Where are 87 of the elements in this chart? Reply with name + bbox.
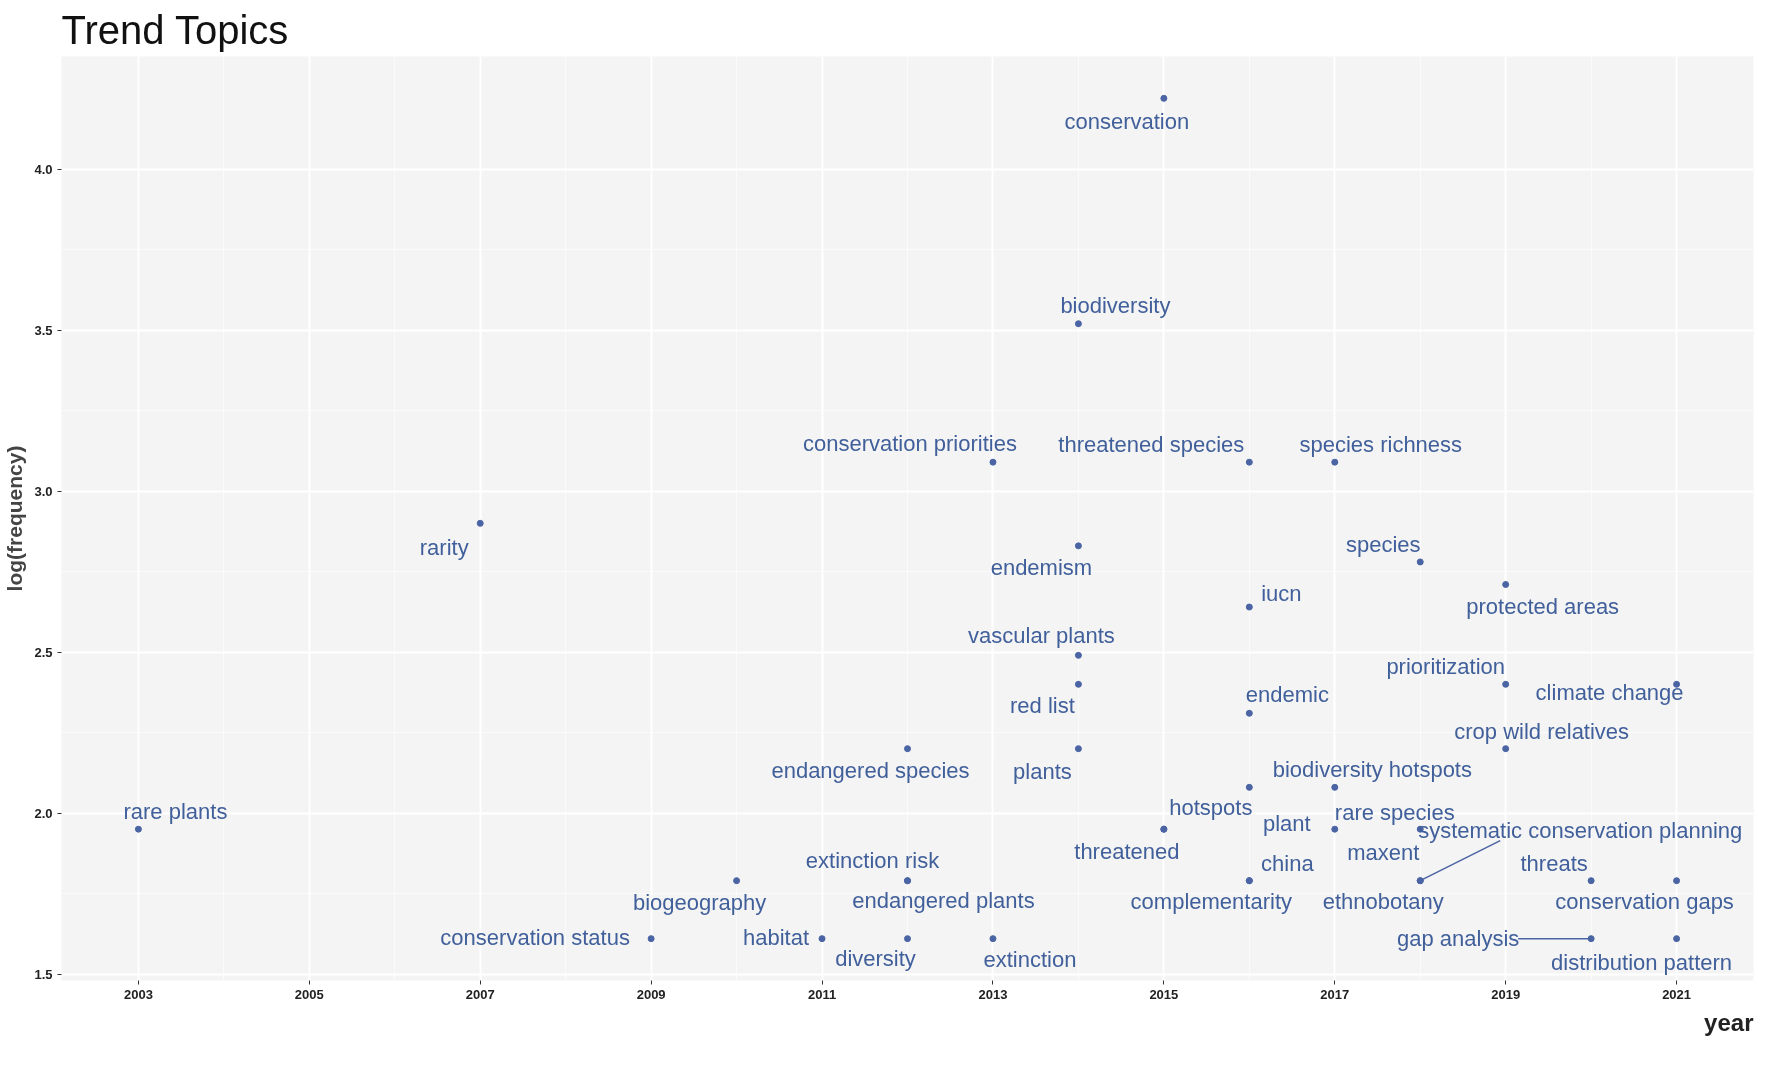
y-tick-label: 2.0 [34,805,53,821]
point [134,825,142,833]
data-label: extinction [983,947,1077,973]
data-label: endangered plants [852,888,1035,914]
data-label: endemic [1245,681,1329,707]
point [1074,651,1082,659]
point [1331,458,1339,466]
point [818,935,826,943]
data-label: species richness [1299,431,1463,457]
data-label: conservation gaps [1555,889,1734,915]
data-label: conservation [1064,108,1190,134]
point [1331,825,1339,833]
data-label: biogeography [632,890,767,916]
data-label: species [1345,532,1421,558]
data-label: complementarity [1130,889,1293,915]
data-label: vascular plants [968,622,1115,648]
data-label: endemism [990,555,1093,581]
point [1587,935,1595,943]
data-label: rare plants [123,798,228,824]
data-label: threatened species [1058,431,1245,457]
data-label: conservation priorities [802,430,1017,456]
data-label: ethnobotany [1322,889,1444,915]
point [989,935,997,943]
point [1074,320,1082,328]
point [1502,581,1510,588]
data-label: conservation status [440,925,630,951]
y-tick-label: 2.5 [34,644,53,660]
data-label: plants [1013,759,1072,785]
point [1502,680,1510,688]
data-label: endangered species [771,758,970,784]
y-axis-title: log(frequency) [3,445,27,592]
x-tick-label: 2003 [123,986,153,1002]
data-label: extinction risk [805,848,941,874]
point [904,935,911,943]
data-label: habitat [743,925,810,951]
x-tick-label: 2015 [1149,986,1179,1002]
point [647,935,655,943]
point [1502,745,1510,753]
point [1245,783,1253,791]
point [989,458,997,466]
data-label: china [1261,851,1315,877]
data-label: crop wild relatives [1454,719,1630,745]
y-tick-label: 1.5 [34,966,53,982]
point [1245,603,1253,611]
data-label: red list [1010,692,1075,718]
point [1245,709,1253,717]
data-label: maxent [1347,839,1420,865]
data-label: biodiversity hotspots [1272,756,1472,782]
x-tick-label: 2021 [1662,986,1692,1002]
point [476,519,484,527]
data-label: gap analysis [1396,926,1520,952]
point [1673,935,1681,943]
point [733,877,741,885]
point [1245,458,1253,466]
y-tick-label: 3.0 [34,483,53,499]
point [1416,558,1424,566]
x-tick-label: 2009 [636,986,666,1002]
x-tick-label: 2017 [1320,986,1350,1002]
data-label: prioritization [1386,653,1505,679]
data-label: protected areas [1466,594,1620,619]
data-label: climate change [1535,679,1684,705]
point [1673,877,1681,885]
data-label: rarity [419,534,469,560]
data-label: hotspots [1169,794,1253,820]
data-label: distribution pattern [1551,950,1733,976]
x-tick-label: 2005 [294,986,324,1002]
y-tick-label: 3.5 [34,322,53,338]
point [1074,680,1082,688]
data-label: biodiversity [1060,293,1171,319]
point [1074,745,1082,753]
data-label: threatened [1074,838,1180,864]
point [1587,877,1595,885]
data-label: diversity [835,946,916,972]
data-label: threats [1520,851,1588,877]
x-tick-label: 2019 [1491,986,1521,1002]
y-tick-label: 4.0 [34,161,53,177]
point [1074,542,1082,550]
point [904,745,911,753]
data-label: plant [1262,810,1311,836]
point [1160,94,1168,102]
point [1331,783,1339,791]
x-axis-title: year [1704,1008,1754,1036]
x-tick-label: 2007 [465,986,495,1002]
chart-title: Trend Topics [61,7,289,52]
x-tick-label: 2013 [978,986,1008,1002]
data-label: iucn [1261,580,1302,606]
x-tick-label: 2011 [807,986,837,1002]
